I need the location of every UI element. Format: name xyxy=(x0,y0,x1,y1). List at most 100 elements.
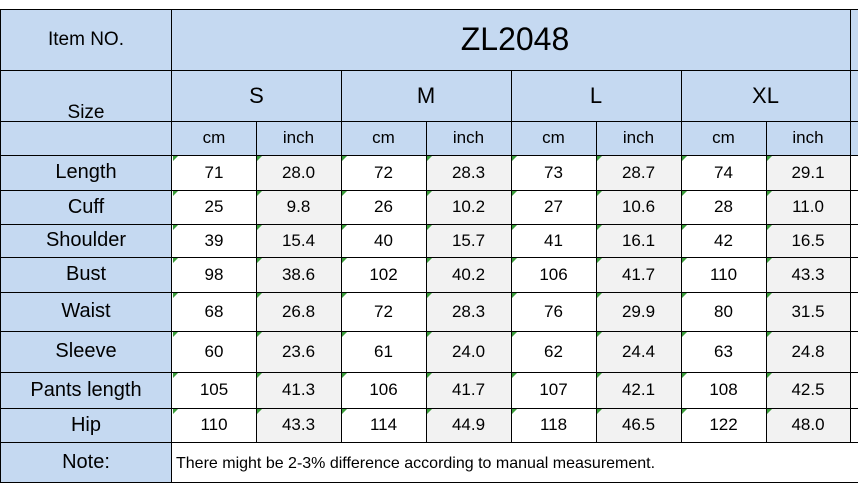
cell-marker-icon xyxy=(597,409,602,414)
cell-marker-icon xyxy=(597,156,602,161)
cell-marker-icon xyxy=(682,409,687,414)
inch-value-cell: 28.3 xyxy=(426,155,511,190)
cm-value-cell: 110 xyxy=(172,408,256,442)
cell-marker-icon xyxy=(682,332,687,337)
inch-value-cell: 43.3 xyxy=(256,408,341,442)
cell-marker-icon xyxy=(342,225,347,230)
cell-marker-icon xyxy=(173,225,178,230)
cm-value-cell: 105 xyxy=(172,372,256,408)
cell-marker-icon xyxy=(257,373,262,378)
grid-line xyxy=(0,70,858,71)
grid-line xyxy=(0,9,1,482)
grid-line xyxy=(0,155,858,156)
cell-marker-icon xyxy=(512,191,517,196)
grid-line xyxy=(0,408,858,409)
cm-value-cell: 28 xyxy=(681,190,766,224)
row-label: Pants length xyxy=(0,372,172,408)
cm-value-cell: 62 xyxy=(511,331,596,372)
inch-value-cell: 44.9 xyxy=(426,408,511,442)
inch-value-cell: 29.9 xyxy=(596,292,681,331)
inch-value-cell: 42.5 xyxy=(766,372,850,408)
size-header-m: M xyxy=(341,70,511,121)
cell-marker-icon xyxy=(427,373,432,378)
row-label: Cuff xyxy=(0,190,172,224)
inch-value-cell: 28.3 xyxy=(426,292,511,331)
inch-value-cell: 24.0 xyxy=(426,331,511,372)
cell-marker-icon xyxy=(257,293,262,298)
inch-value-cell: 42.1 xyxy=(596,372,681,408)
cell-marker-icon xyxy=(257,225,262,230)
grid-line xyxy=(0,442,858,443)
cell-marker-icon xyxy=(342,373,347,378)
grid-line xyxy=(256,121,257,442)
cell-marker-icon xyxy=(427,258,432,263)
inch-value-cell: 29.1 xyxy=(766,155,850,190)
grid-line xyxy=(0,257,858,258)
cell-marker-icon xyxy=(257,156,262,161)
cell-marker-icon xyxy=(597,332,602,337)
extra-column-cell xyxy=(850,155,858,190)
cell-marker-icon xyxy=(173,258,178,263)
row-label: Bust xyxy=(0,257,172,292)
cell-marker-icon xyxy=(767,156,772,161)
inch-value-cell: 48.0 xyxy=(766,408,850,442)
inch-value-cell: 9.8 xyxy=(256,190,341,224)
inch-value-cell: 38.6 xyxy=(256,257,341,292)
grid-line xyxy=(0,224,858,225)
grid-line xyxy=(0,9,858,10)
cell-marker-icon xyxy=(342,258,347,263)
cell-marker-icon xyxy=(342,332,347,337)
grid-line xyxy=(171,9,172,482)
cm-value-cell: 27 xyxy=(511,190,596,224)
grid-line xyxy=(426,121,427,442)
cell-marker-icon xyxy=(257,409,262,414)
cell-marker-icon xyxy=(427,156,432,161)
cell-marker-icon xyxy=(597,258,602,263)
extra-column-cell xyxy=(850,224,858,257)
cell-marker-icon xyxy=(342,409,347,414)
grid-line xyxy=(596,121,597,442)
cm-value-cell: 73 xyxy=(511,155,596,190)
grid-line xyxy=(766,121,767,442)
cm-value-cell: 122 xyxy=(681,408,766,442)
cell-marker-icon xyxy=(173,191,178,196)
cell-marker-icon xyxy=(427,225,432,230)
cell-marker-icon xyxy=(512,409,517,414)
row-label: Sleeve xyxy=(0,331,172,372)
unit-header-inch: inch xyxy=(766,121,850,155)
unit-header-cm: cm xyxy=(681,121,766,155)
cm-value-cell: 41 xyxy=(511,224,596,257)
inch-value-cell: 11.0 xyxy=(766,190,850,224)
cell-marker-icon xyxy=(427,332,432,337)
cell-marker-icon xyxy=(682,225,687,230)
item-no-label: Item NO. xyxy=(0,9,172,70)
cm-value-cell: 72 xyxy=(341,292,426,331)
grid-line xyxy=(0,372,858,373)
cm-value-cell: 63 xyxy=(681,331,766,372)
cm-value-cell: 102 xyxy=(341,257,426,292)
cell-marker-icon xyxy=(597,191,602,196)
extra-column-header xyxy=(850,70,858,155)
row-label: Shoulder xyxy=(0,224,172,257)
unit-header-cm: cm xyxy=(172,121,256,155)
extra-column-cell xyxy=(850,372,858,408)
cell-marker-icon xyxy=(767,293,772,298)
note-label: Note: xyxy=(0,442,172,482)
cell-marker-icon xyxy=(512,293,517,298)
cell-marker-icon xyxy=(173,409,178,414)
cm-value-cell: 60 xyxy=(172,331,256,372)
cm-value-cell: 42 xyxy=(681,224,766,257)
cm-value-cell: 114 xyxy=(341,408,426,442)
inch-value-cell: 16.1 xyxy=(596,224,681,257)
cell-marker-icon xyxy=(257,332,262,337)
inch-value-cell: 10.6 xyxy=(596,190,681,224)
grid-line xyxy=(850,9,851,442)
cm-value-cell: 98 xyxy=(172,257,256,292)
cm-value-cell: 106 xyxy=(511,257,596,292)
cell-marker-icon xyxy=(342,156,347,161)
cm-value-cell: 61 xyxy=(341,331,426,372)
size-header-s: S xyxy=(172,70,341,121)
cell-marker-icon xyxy=(173,332,178,337)
cm-value-cell: 72 xyxy=(341,155,426,190)
